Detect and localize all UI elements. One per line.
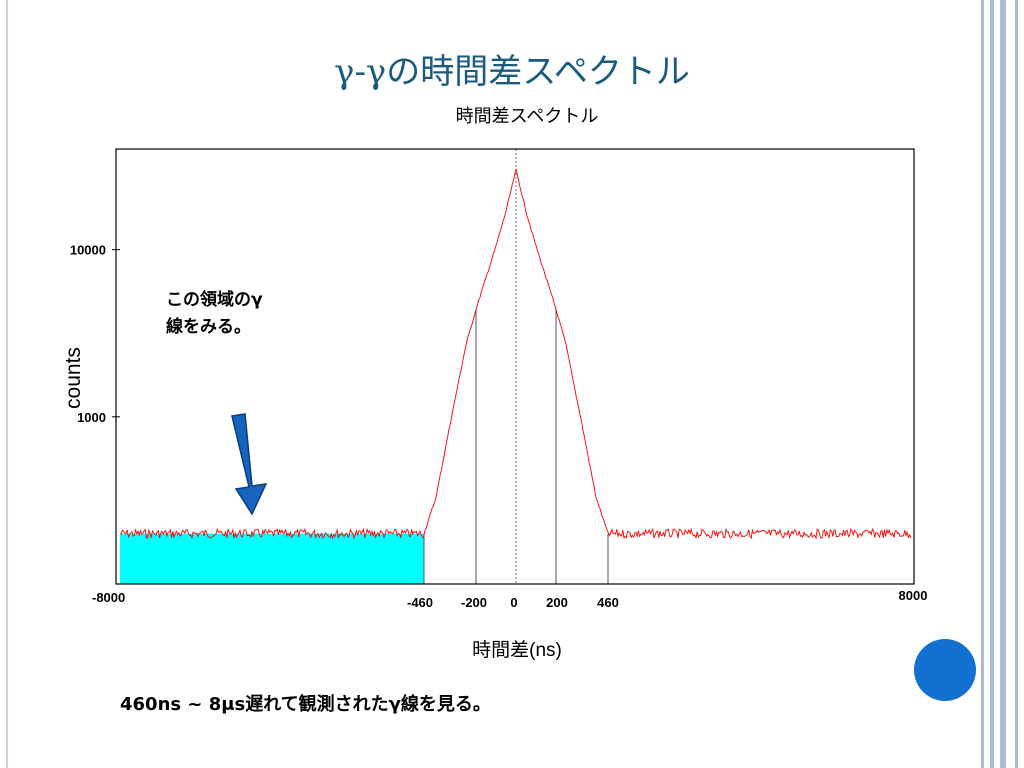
decorative-circle bbox=[914, 639, 976, 701]
stripe bbox=[1015, 0, 1018, 768]
marker-layer bbox=[423, 149, 609, 584]
slide-title: γ-γの時間差スペクトル bbox=[334, 52, 690, 92]
highlight-layer bbox=[120, 533, 424, 584]
y-tick-label: 1000 bbox=[77, 410, 106, 425]
x-tick-label: 460 bbox=[597, 595, 619, 610]
caption-text: 460ns ~ 8μs遅れて観測されたγ線を見る。 bbox=[120, 694, 491, 715]
stripe bbox=[990, 0, 994, 768]
left-border-line bbox=[6, 0, 8, 768]
series-layer bbox=[119, 168, 912, 540]
stripe bbox=[981, 0, 984, 768]
annotation-text: この領域のγ 線をみる。 bbox=[166, 287, 316, 341]
arrow-shape bbox=[231, 413, 268, 516]
x-tick-label: -200 bbox=[461, 595, 487, 610]
x-tick-label: -460 bbox=[407, 595, 433, 610]
series-line bbox=[119, 168, 912, 540]
x-axis-label: 時間差(ns) bbox=[472, 639, 562, 661]
y-axis-label: counts bbox=[62, 347, 85, 409]
highlight-region bbox=[120, 533, 424, 584]
tick-layer: 1000 10000 -8000 -460 -200 0 200 460 8000 bbox=[70, 243, 928, 610]
x-tick-label: 200 bbox=[546, 595, 568, 610]
x-tick-label: 0 bbox=[510, 595, 517, 610]
annotation-line-2: 線をみる。 bbox=[166, 317, 251, 337]
plot-frame bbox=[115, 148, 915, 585]
down-arrow-icon bbox=[231, 413, 268, 516]
decorative-stripes bbox=[976, 0, 1024, 768]
annotation-line-1: この領域のγ bbox=[166, 290, 263, 310]
stripe bbox=[1000, 0, 1006, 768]
x-tick-label: -8000 bbox=[92, 590, 125, 605]
y-tick-label: 10000 bbox=[70, 243, 106, 258]
x-tick-label: 8000 bbox=[899, 588, 928, 603]
chart-title: 時間差スペクトル bbox=[456, 106, 599, 127]
